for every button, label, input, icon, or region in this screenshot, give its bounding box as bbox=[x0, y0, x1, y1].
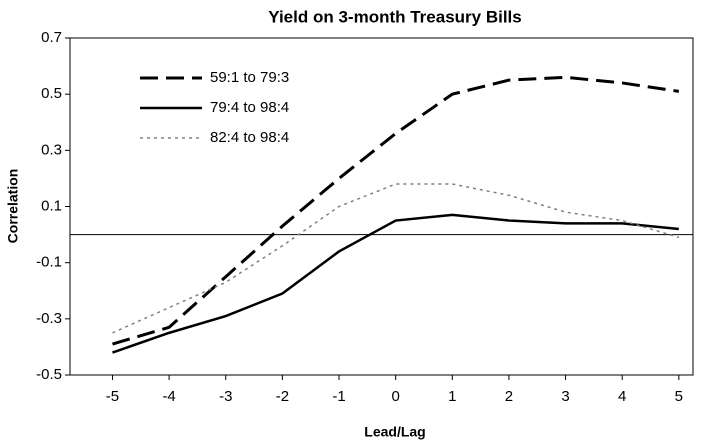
y-tick-label: 0.5 bbox=[41, 85, 62, 102]
legend-label: 59:1 to 79:3 bbox=[210, 69, 289, 86]
x-tick-label: 5 bbox=[675, 388, 683, 405]
y-tick-label: 0.7 bbox=[41, 29, 62, 46]
y-tick-label: -0.3 bbox=[36, 310, 62, 327]
x-tick-label: 2 bbox=[505, 388, 513, 405]
x-tick-label: -4 bbox=[162, 388, 175, 405]
x-tick-label: 3 bbox=[561, 388, 569, 405]
y-tick-label: 0.3 bbox=[41, 141, 62, 158]
y-tick-label: -0.5 bbox=[36, 366, 62, 383]
chart-title: Yield on 3-month Treasury Bills bbox=[268, 7, 521, 26]
x-tick-label: -1 bbox=[332, 388, 345, 405]
x-tick-label: -2 bbox=[276, 388, 289, 405]
series-line bbox=[112, 213, 679, 354]
x-tick-label: 4 bbox=[618, 388, 626, 405]
x-tick-label: 0 bbox=[391, 388, 399, 405]
x-tick-label: -3 bbox=[219, 388, 232, 405]
legend-label: 79:4 to 98:4 bbox=[210, 99, 289, 116]
series-line bbox=[112, 75, 680, 346]
x-tick-label: 1 bbox=[448, 388, 456, 405]
y-tick-label: 0.1 bbox=[41, 197, 62, 214]
legend-label: 82:4 to 98:4 bbox=[210, 129, 289, 146]
series-line bbox=[112, 183, 680, 334]
y-axis-label: Correlation bbox=[5, 169, 21, 244]
x-tick-label: -5 bbox=[106, 388, 119, 405]
x-axis-label: Lead/Lag bbox=[364, 424, 425, 440]
y-tick-label: -0.1 bbox=[36, 254, 62, 271]
plot-frame bbox=[69, 37, 694, 376]
